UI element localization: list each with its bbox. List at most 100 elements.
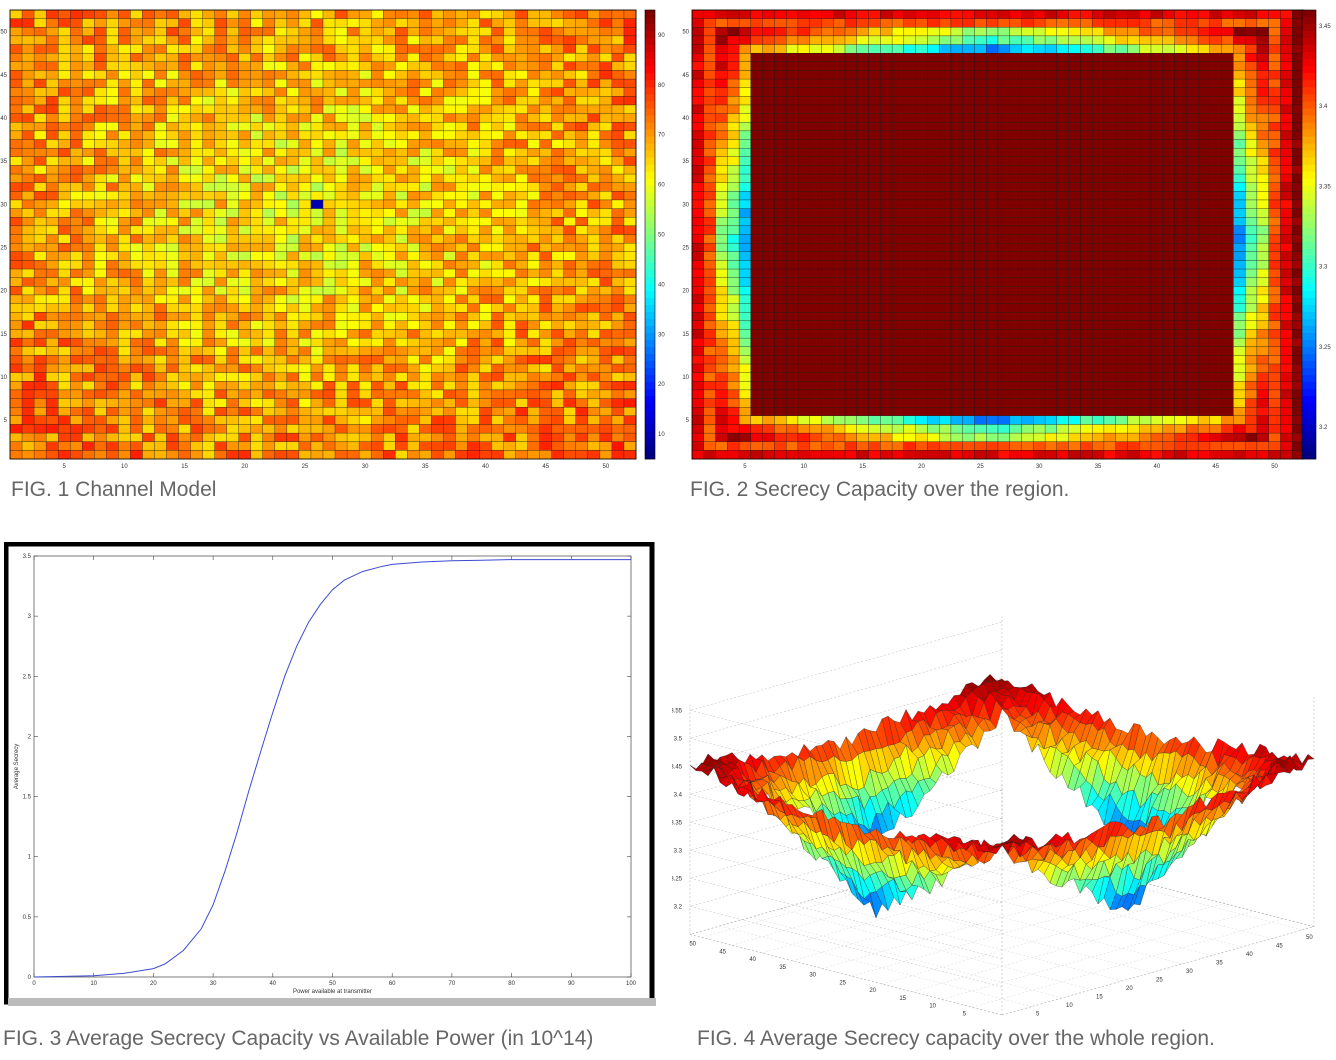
heatmap-cell [142, 208, 155, 218]
heatmap-cell [1091, 303, 1105, 313]
heatmap-cell [515, 70, 528, 80]
heatmap-cell [785, 70, 799, 80]
heatmap-cell [797, 104, 810, 114]
heatmap-cell [821, 372, 834, 382]
heatmap-cell [190, 156, 203, 166]
heatmap-cell [1162, 70, 1175, 80]
heatmap-cell [691, 242, 705, 253]
heatmap-cell [94, 286, 107, 296]
heatmap-cell [1080, 234, 1093, 244]
heatmap-cell [1103, 424, 1116, 434]
heatmap-cell [467, 294, 480, 304]
heatmap-cell [551, 277, 565, 287]
heatmap-cell [997, 61, 1011, 71]
heatmap-cell [809, 312, 822, 322]
heatmap-cell [974, 78, 987, 88]
heatmap-cell [1103, 363, 1116, 373]
heatmap-cell [226, 182, 240, 192]
heatmap-cell [1127, 381, 1140, 391]
heatmap-cell [599, 294, 613, 304]
heatmap-cell [178, 27, 191, 37]
heatmap-cell [322, 234, 336, 244]
heatmap-cell [1103, 44, 1116, 54]
heatmap-cell [1033, 104, 1046, 114]
heatmap-cell [891, 191, 905, 201]
heatmap-cell [118, 268, 131, 278]
heatmap-cell [623, 35, 637, 45]
heatmap-cell [443, 182, 456, 192]
heatmap-cell [809, 225, 822, 235]
heatmap-cell [750, 61, 763, 71]
heatmap-cell [587, 78, 601, 88]
heatmap-cell [1009, 303, 1022, 313]
heatmap-cell [190, 191, 203, 201]
heatmap-cell [703, 294, 716, 304]
heatmap-cell [322, 450, 336, 460]
heatmap-cell [1103, 398, 1116, 408]
heatmap-cell [491, 415, 504, 425]
heatmap-cell [166, 355, 179, 365]
heatmap-cell [1139, 389, 1152, 399]
heatmap-cell [762, 191, 775, 201]
heatmap-cell [950, 35, 963, 45]
heatmap-cell [383, 27, 396, 37]
heatmap-cell [1162, 242, 1175, 253]
heatmap-cell [611, 303, 625, 313]
heatmap-cell [57, 52, 71, 63]
heatmap-cell [82, 61, 95, 71]
heatmap-cell [599, 381, 613, 391]
heatmap-cell [33, 35, 47, 45]
heatmap-cell [785, 113, 799, 123]
heatmap-cell [190, 199, 203, 209]
heatmap-cell [821, 294, 834, 304]
heatmap-cell [298, 156, 312, 166]
heatmap-cell [250, 320, 264, 330]
heatmap-cell [750, 234, 763, 244]
colorbar-segment [645, 206, 655, 214]
heatmap-cell [1056, 398, 1069, 408]
heatmap-cell [891, 18, 905, 28]
heatmap-cell [479, 398, 492, 408]
heatmap-cell [1115, 27, 1128, 37]
heatmap-cell [334, 398, 348, 408]
heatmap-cell [346, 398, 360, 408]
heatmap-cell [395, 156, 408, 166]
heatmap-cell [346, 173, 360, 183]
heatmap-cell [370, 113, 384, 123]
heatmap-cell [166, 277, 179, 287]
heatmap-cell [82, 70, 95, 80]
heatmap-cell [395, 312, 408, 322]
heatmap-cell [82, 87, 95, 97]
heatmap-cell [1044, 208, 1058, 218]
heatmap-cell [118, 199, 131, 209]
heatmap-cell [962, 27, 975, 37]
heatmap-cell [997, 398, 1011, 408]
heatmap-cell [9, 432, 23, 443]
heatmap-cell [419, 389, 432, 399]
heatmap-cell [166, 217, 179, 227]
heatmap-cell [1021, 286, 1034, 296]
heatmap-cell [1127, 191, 1140, 201]
heatmap-cell [809, 242, 822, 253]
heatmap-cell [395, 450, 408, 460]
heatmap-cell [9, 96, 23, 106]
heatmap-cell [727, 277, 740, 287]
heatmap-cell [274, 398, 288, 408]
heatmap-cell [1056, 87, 1069, 97]
heatmap-cell [563, 61, 577, 71]
heatmap-cell [762, 312, 775, 322]
heatmap-cell [130, 27, 143, 37]
heatmap-cell [1139, 156, 1152, 166]
heatmap-cell [443, 303, 456, 313]
heatmap-cell [443, 199, 456, 209]
heatmap-cell [226, 234, 240, 244]
heatmap-cell [45, 424, 59, 434]
heatmap-cell [856, 35, 869, 45]
heatmap-cell [974, 337, 987, 348]
heatmap-cell [611, 268, 625, 278]
heatmap-cell [298, 415, 312, 425]
heatmap-cell [587, 147, 601, 158]
heatmap-cell [1115, 61, 1128, 71]
heatmap-cell [370, 156, 384, 166]
heatmap-cell [738, 147, 752, 158]
